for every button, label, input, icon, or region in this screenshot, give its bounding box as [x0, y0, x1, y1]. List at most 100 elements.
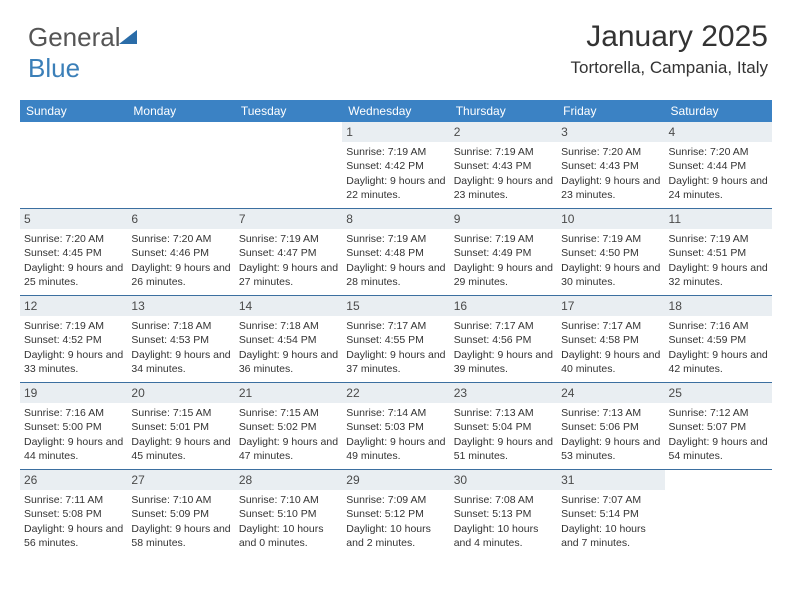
sunset-text: Sunset: 4:42 PM: [346, 159, 445, 173]
sunrise-text: Sunrise: 7:20 AM: [669, 145, 768, 159]
daylight-text: Daylight: 9 hours and 32 minutes.: [669, 261, 768, 289]
daylight-text: Daylight: 9 hours and 54 minutes.: [669, 435, 768, 463]
sunrise-text: Sunrise: 7:15 AM: [239, 406, 338, 420]
calendar-cell: 28Sunrise: 7:10 AMSunset: 5:10 PMDayligh…: [235, 470, 342, 556]
sunrise-text: Sunrise: 7:16 AM: [669, 319, 768, 333]
sunrise-text: Sunrise: 7:20 AM: [561, 145, 660, 159]
daylight-text: Daylight: 9 hours and 58 minutes.: [131, 522, 230, 550]
daylight-text: Daylight: 9 hours and 56 minutes.: [24, 522, 123, 550]
day-number: 5: [20, 209, 127, 229]
sunrise-text: Sunrise: 7:10 AM: [131, 493, 230, 507]
day-number: 16: [450, 296, 557, 316]
sunset-text: Sunset: 4:54 PM: [239, 333, 338, 347]
daylight-text: Daylight: 9 hours and 42 minutes.: [669, 348, 768, 376]
calendar-cell-empty: [20, 122, 127, 208]
sunrise-text: Sunrise: 7:09 AM: [346, 493, 445, 507]
day-number: 28: [235, 470, 342, 490]
daylight-text: Daylight: 10 hours and 0 minutes.: [239, 522, 338, 550]
month-title: January 2025: [571, 20, 768, 54]
sunrise-text: Sunrise: 7:19 AM: [561, 232, 660, 246]
calendar-cell: 18 Sunrise: 7:16 AMSunset: 4:59 PMDayligh…: [665, 296, 772, 382]
sunset-text: Sunset: 5:12 PM: [346, 507, 445, 521]
daylight-text: Daylight: 10 hours and 4 minutes.: [454, 522, 553, 550]
sunset-text: Sunset: 5:13 PM: [454, 507, 553, 521]
sunset-text: Sunset: 4:44 PM: [669, 159, 768, 173]
day-number: 15: [342, 296, 449, 316]
sunset-text: Sunset: 4:56 PM: [454, 333, 553, 347]
day-number: 21: [235, 383, 342, 403]
calendar-cell: 2Sunrise: 7:19 AMSunset: 4:43 PMDaylight…: [450, 122, 557, 208]
calendar-cell: 10Sunrise: 7:19 AMSunset: 4:50 PMDayligh…: [557, 209, 664, 295]
weekday-header: Friday: [557, 100, 664, 122]
sunrise-text: Sunrise: 7:07 AM: [561, 493, 660, 507]
day-number: 1: [342, 122, 449, 142]
calendar-cell: 9Sunrise: 7:19 AMSunset: 4:49 PMDaylight…: [450, 209, 557, 295]
day-number: 29: [342, 470, 449, 490]
sunset-text: Sunset: 4:55 PM: [346, 333, 445, 347]
sunset-text: Sunset: 5:07 PM: [669, 420, 768, 434]
calendar-cell: 17Sunrise: 7:17 AMSunset: 4:58 PMDayligh…: [557, 296, 664, 382]
daylight-text: Daylight: 9 hours and 26 minutes.: [131, 261, 230, 289]
calendar-cell-empty: [127, 122, 234, 208]
sunset-text: Sunset: 4:46 PM: [131, 246, 230, 260]
weekday-header: Saturday: [665, 100, 772, 122]
calendar-cell: 7Sunrise: 7:19 AMSunset: 4:47 PMDaylight…: [235, 209, 342, 295]
daylight-text: Daylight: 9 hours and 34 minutes.: [131, 348, 230, 376]
calendar-cell: 1Sunrise: 7:19 AMSunset: 4:42 PMDaylight…: [342, 122, 449, 208]
calendar-cell: 30Sunrise: 7:08 AMSunset: 5:13 PMDayligh…: [450, 470, 557, 556]
sunrise-text: Sunrise: 7:20 AM: [131, 232, 230, 246]
weekday-header: Thursday: [450, 100, 557, 122]
day-number: 19: [20, 383, 127, 403]
sunset-text: Sunset: 4:50 PM: [561, 246, 660, 260]
calendar-cell: 25Sunrise: 7:12 AMSunset: 5:07 PMDayligh…: [665, 383, 772, 469]
daylight-text: Daylight: 9 hours and 22 minutes.: [346, 174, 445, 202]
daylight-text: Daylight: 9 hours and 39 minutes.: [454, 348, 553, 376]
day-number: 9: [450, 209, 557, 229]
daylight-text: Daylight: 9 hours and 28 minutes.: [346, 261, 445, 289]
sunrise-text: Sunrise: 7:13 AM: [561, 406, 660, 420]
calendar-cell: 11Sunrise: 7:19 AMSunset: 4:51 PMDayligh…: [665, 209, 772, 295]
logo-text-part2: Blue: [28, 53, 80, 83]
daylight-text: Daylight: 9 hours and 30 minutes.: [561, 261, 660, 289]
sunrise-text: Sunrise: 7:19 AM: [239, 232, 338, 246]
sunrise-text: Sunrise: 7:13 AM: [454, 406, 553, 420]
calendar-cell: 4Sunrise: 7:20 AMSunset: 4:44 PMDaylight…: [665, 122, 772, 208]
sunrise-text: Sunrise: 7:19 AM: [346, 232, 445, 246]
sunset-text: Sunset: 5:01 PM: [131, 420, 230, 434]
calendar-week: 19Sunrise: 7:16 AMSunset: 5:00 PMDayligh…: [20, 382, 772, 469]
calendar-cell: 21Sunrise: 7:15 AMSunset: 5:02 PMDayligh…: [235, 383, 342, 469]
weekday-header-row: SundayMondayTuesdayWednesdayThursdayFrid…: [20, 100, 772, 122]
sunrise-text: Sunrise: 7:17 AM: [561, 319, 660, 333]
calendar-cell: 26Sunrise: 7:11 AMSunset: 5:08 PMDayligh…: [20, 470, 127, 556]
weekday-header: Sunday: [20, 100, 127, 122]
calendar-cell: 6 Sunrise: 7:20 AMSunset: 4:46 PMDaylight…: [127, 209, 234, 295]
calendar-cell: 22Sunrise: 7:14 AMSunset: 5:03 PMDayligh…: [342, 383, 449, 469]
day-number: 30: [450, 470, 557, 490]
day-number: 25: [665, 383, 772, 403]
sunrise-text: Sunrise: 7:19 AM: [454, 232, 553, 246]
daylight-text: Daylight: 9 hours and 49 minutes.: [346, 435, 445, 463]
sunset-text: Sunset: 5:10 PM: [239, 507, 338, 521]
calendar-cell: 12Sunrise: 7:19 AMSunset: 4:52 PMDayligh…: [20, 296, 127, 382]
weekday-header: Tuesday: [235, 100, 342, 122]
day-number: 6: [127, 209, 234, 229]
sunrise-text: Sunrise: 7:17 AM: [346, 319, 445, 333]
calendar-cell: 13Sunrise: 7:18 AMSunset: 4:53 PMDayligh…: [127, 296, 234, 382]
sunset-text: Sunset: 4:53 PM: [131, 333, 230, 347]
day-number: 8: [342, 209, 449, 229]
day-number: 11: [665, 209, 772, 229]
weekday-header: Wednesday: [342, 100, 449, 122]
daylight-text: Daylight: 9 hours and 36 minutes.: [239, 348, 338, 376]
daylight-text: Daylight: 9 hours and 23 minutes.: [561, 174, 660, 202]
daylight-text: Daylight: 9 hours and 33 minutes.: [24, 348, 123, 376]
daylight-text: Daylight: 9 hours and 44 minutes.: [24, 435, 123, 463]
day-number: 20: [127, 383, 234, 403]
sunrise-text: Sunrise: 7:20 AM: [24, 232, 123, 246]
day-number: 18: [665, 296, 772, 316]
sunset-text: Sunset: 5:04 PM: [454, 420, 553, 434]
day-number: 7: [235, 209, 342, 229]
sunset-text: Sunset: 4:59 PM: [669, 333, 768, 347]
sunrise-text: Sunrise: 7:19 AM: [24, 319, 123, 333]
calendar-cell: 16Sunrise: 7:17 AMSunset: 4:56 PMDayligh…: [450, 296, 557, 382]
calendar-cell: 5Sunrise: 7:20 AMSunset: 4:45 PMDaylight…: [20, 209, 127, 295]
